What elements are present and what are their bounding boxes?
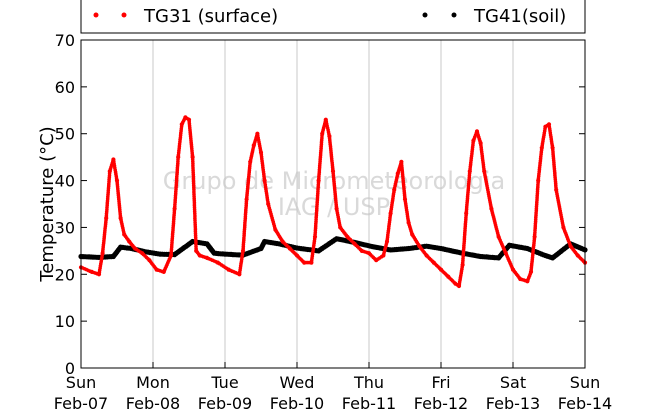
- legend-label-surface: TG31 (surface): [143, 6, 278, 27]
- x-tick-date: Feb-07: [54, 394, 108, 409]
- x-tick-date: Feb-09: [198, 394, 252, 409]
- x-tick-day: Sun: [570, 373, 600, 392]
- legend-marker-surface: [93, 12, 99, 18]
- legend-label-soil: TG41(soil): [473, 6, 566, 27]
- x-tick-date: Feb-14: [558, 394, 612, 409]
- x-tick-date: Feb-11: [342, 394, 396, 409]
- x-tick-day: Thu: [353, 373, 384, 392]
- legend: TG31 (surface) TG41(soil): [80, 0, 586, 34]
- legend-box: [80, 0, 586, 34]
- x-tick-day: Sat: [500, 373, 526, 392]
- y-tick-label: 60: [55, 78, 75, 97]
- y-axis: 0 10 20 30 40 50 60 70: [55, 31, 585, 378]
- plot-series: [78, 115, 588, 289]
- x-tick-day: Mon: [136, 373, 170, 392]
- x-tick-date: Feb-08: [126, 394, 180, 409]
- legend-marker-surface: [121, 12, 127, 18]
- x-tick-date: Feb-13: [486, 394, 540, 409]
- series-surface: [78, 115, 588, 289]
- gridlines: [152, 40, 514, 368]
- legend-marker-soil: [451, 12, 457, 18]
- x-tick-date: Feb-12: [414, 394, 468, 409]
- y-tick-label: 30: [55, 218, 75, 237]
- y-tick-label: 20: [55, 265, 75, 284]
- legend-marker-soil: [422, 12, 428, 18]
- y-tick-label: 10: [55, 312, 75, 331]
- plot-frame: [80, 39, 586, 369]
- x-axis: Sun Feb-07 Mon Feb-08 Tue Feb-09 Wed Feb-10 Thu F…: [54, 362, 612, 409]
- x-tick-day: Sun: [66, 373, 96, 392]
- x-tick-day: Tue: [210, 373, 238, 392]
- y-axis-title: Temperature (°C): [37, 126, 58, 282]
- y-tick-label: 50: [55, 125, 75, 144]
- x-tick-day: Wed: [280, 373, 315, 392]
- x-tick-date: Feb-10: [270, 394, 324, 409]
- x-tick-day: Fri: [431, 373, 450, 392]
- y-tick-label: 40: [55, 172, 75, 191]
- series-soil: [78, 236, 588, 261]
- y-tick-label: 0: [65, 359, 75, 378]
- y-tick-label: 70: [55, 31, 75, 50]
